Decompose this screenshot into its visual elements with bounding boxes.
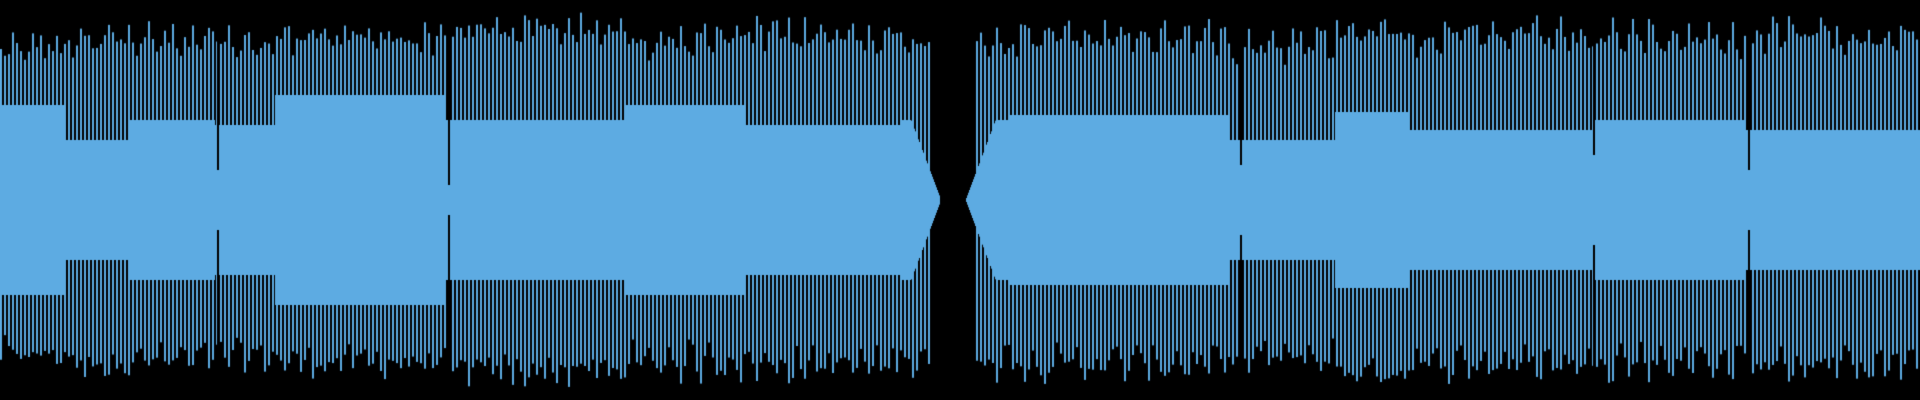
waveform-canvas[interactable] bbox=[0, 0, 1920, 400]
audio-waveform[interactable] bbox=[0, 0, 1920, 400]
